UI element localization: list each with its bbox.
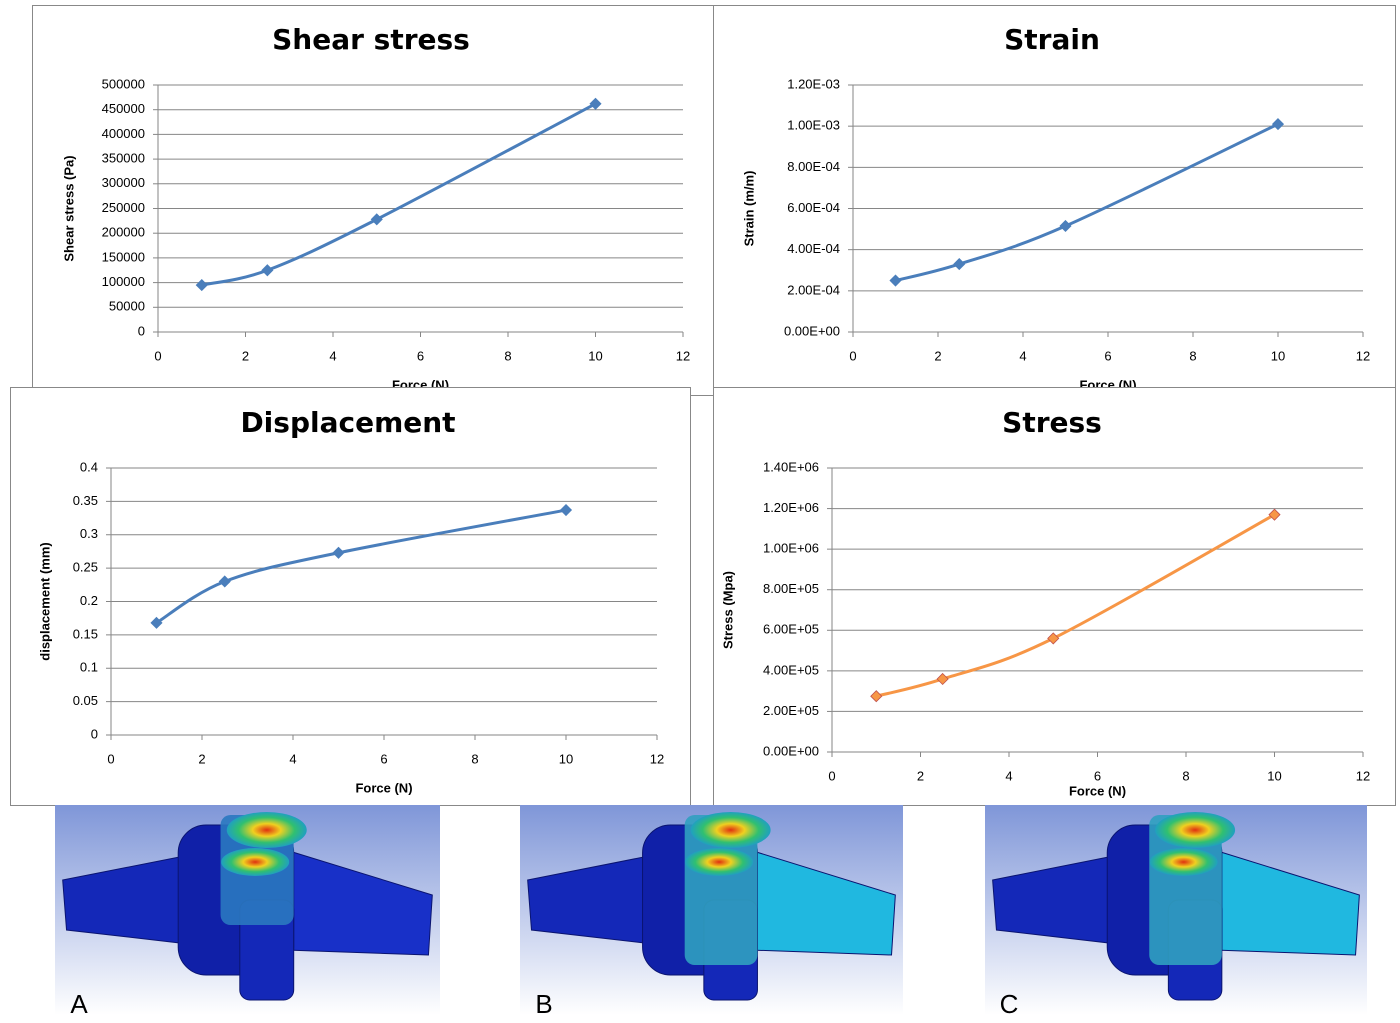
chart-title: Stress <box>1002 406 1102 439</box>
y-tick-label: 150000 <box>102 249 145 264</box>
x-tick-label: 12 <box>676 348 690 363</box>
y-tick-label: 0 <box>138 323 145 338</box>
x-tick-label: 2 <box>934 348 941 363</box>
y-tick-label: 0 <box>91 726 98 741</box>
x-tick-label: 6 <box>1094 768 1101 783</box>
y-tick-label: 0.3 <box>80 526 98 541</box>
x-tick-label: 10 <box>1271 348 1285 363</box>
charts: Shear stress0500001000001500002000002500… <box>11 6 1396 806</box>
fea-image: B <box>520 805 903 1018</box>
x-tick-label: 0 <box>154 348 161 363</box>
y-axis-label: displacement (mm) <box>37 542 52 660</box>
y-tick-label: 2.00E-04 <box>787 282 840 297</box>
chart-title: Shear stress <box>272 23 470 56</box>
y-tick-label: 1.20E+06 <box>763 500 819 515</box>
hot-spot <box>691 812 771 848</box>
hot-spot <box>227 812 307 848</box>
y-axis-label: Stress (Mpa) <box>720 571 735 649</box>
y-axis-label: Strain (m/m) <box>741 171 756 247</box>
y-tick-label: 0.35 <box>73 493 98 508</box>
fea-image: A <box>55 805 440 1018</box>
y-tick-label: 6.00E+05 <box>763 622 819 637</box>
x-tick-label: 2 <box>917 768 924 783</box>
y-tick-label: 0.00E+00 <box>784 323 840 338</box>
x-tick-label: 12 <box>1356 768 1370 783</box>
x-tick-label: 0 <box>849 348 856 363</box>
chart-title: Strain <box>1004 23 1100 56</box>
y-tick-label: 50000 <box>109 299 145 314</box>
y-tick-label: 500000 <box>102 76 145 91</box>
y-tick-label: 1.00E-03 <box>787 118 840 133</box>
y-tick-label: 2.00E+05 <box>763 703 819 718</box>
x-tick-label: 8 <box>1182 768 1189 783</box>
x-tick-label: 10 <box>588 348 602 363</box>
y-tick-label: 0.4 <box>80 459 98 474</box>
chart-title: Displacement <box>240 406 455 439</box>
x-tick-label: 4 <box>289 751 296 766</box>
y-tick-label: 1.00E+06 <box>763 541 819 556</box>
panel-label: C <box>1000 989 1019 1018</box>
x-tick-label: 6 <box>380 751 387 766</box>
chart-frame <box>11 388 691 806</box>
x-tick-label: 4 <box>1005 768 1012 783</box>
y-tick-label: 0.15 <box>73 626 98 641</box>
y-tick-label: 0.05 <box>73 693 98 708</box>
hot-spot <box>221 848 289 876</box>
x-tick-label: 6 <box>417 348 424 363</box>
y-tick-label: 0.2 <box>80 593 98 608</box>
y-tick-label: 0.00E+00 <box>763 743 819 758</box>
y-tick-label: 4.00E-04 <box>787 241 840 256</box>
chart-panel: Stress 0.00E+00 2.00E+05 4.00E+05 6.00E+05 8.… <box>714 388 1396 806</box>
y-tick-label: 8.00E+05 <box>763 581 819 596</box>
x-tick-label: 10 <box>1267 768 1281 783</box>
figure: Shear stress0500001000001500002000002500… <box>0 0 1400 1018</box>
x-tick-label: 0 <box>828 768 835 783</box>
x-tick-label: 6 <box>1104 348 1111 363</box>
panel-label: B <box>535 989 552 1018</box>
x-tick-label: 8 <box>1189 348 1196 363</box>
chart-panel: Strain 0.00E+00 2.00E-04 4.00E-04 6.00E-04 8.… <box>714 6 1396 393</box>
y-tick-label: 1.40E+06 <box>763 459 819 474</box>
x-tick-label: 10 <box>559 751 573 766</box>
hot-spot <box>1155 812 1235 848</box>
chart-panel: Shear stress0500001000001500002000002500… <box>33 6 714 396</box>
y-tick-label: 100000 <box>102 274 145 289</box>
y-tick-label: 300000 <box>102 175 145 190</box>
x-tick-label: 2 <box>198 751 205 766</box>
y-axis-label: Shear stress (Pa) <box>61 155 76 261</box>
x-tick-label: 2 <box>242 348 249 363</box>
x-axis-label: Force (N) <box>355 780 412 795</box>
y-tick-label: 4.00E+05 <box>763 662 819 677</box>
hot-spot <box>1150 848 1218 876</box>
y-tick-label: 8.00E-04 <box>787 159 840 174</box>
fea-images: A B C <box>55 805 1367 1018</box>
y-tick-label: 250000 <box>102 200 145 215</box>
x-axis-label: Force (N) <box>1069 783 1126 798</box>
y-tick-label: 1.20E-03 <box>787 76 840 91</box>
x-tick-label: 4 <box>329 348 336 363</box>
y-tick-label: 200000 <box>102 225 145 240</box>
x-tick-label: 8 <box>471 751 478 766</box>
x-tick-label: 12 <box>1356 348 1370 363</box>
x-tick-label: 4 <box>1019 348 1026 363</box>
y-tick-label: 400000 <box>102 126 145 141</box>
hot-spot <box>685 848 753 876</box>
y-tick-label: 0.1 <box>80 660 98 675</box>
panel-label: A <box>70 989 88 1018</box>
y-tick-label: 350000 <box>102 151 145 166</box>
chart-panel: Displacement 0 0.05 0.1 0.15 0.2 0.25 0.3 0.35 0.… <box>11 388 691 806</box>
y-tick-label: 0.25 <box>73 560 98 575</box>
x-tick-label: 12 <box>650 751 664 766</box>
y-tick-label: 6.00E-04 <box>787 200 840 215</box>
x-tick-label: 8 <box>504 348 511 363</box>
y-tick-label: 450000 <box>102 101 145 116</box>
fea-image: C <box>985 805 1367 1018</box>
x-tick-label: 0 <box>107 751 114 766</box>
